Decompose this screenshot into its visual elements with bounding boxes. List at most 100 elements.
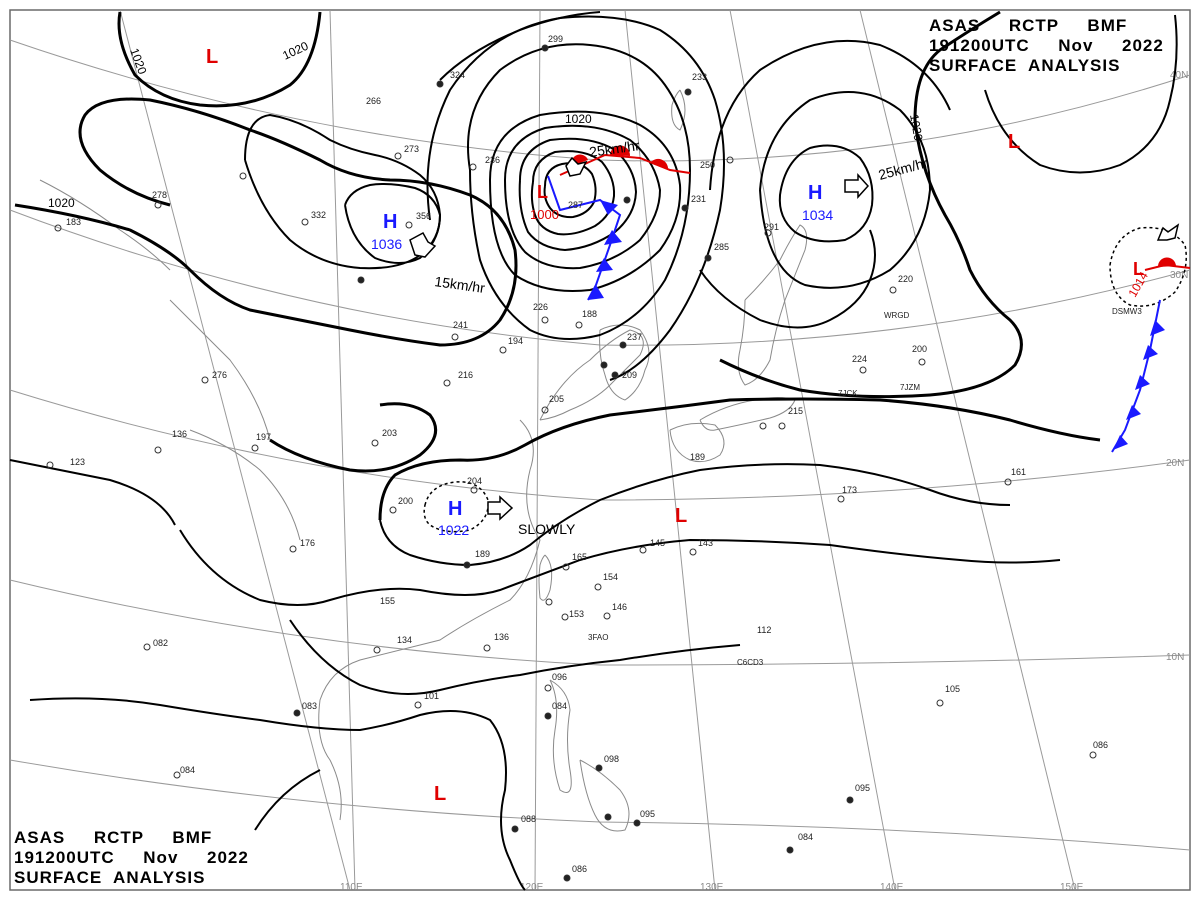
cold-front — [547, 175, 1165, 453]
station-label: 143 — [698, 538, 713, 548]
station-label: 086 — [1093, 740, 1108, 750]
station-label: 226 — [533, 302, 548, 312]
chart-header-top: ASAS RCTP BMF 191200UTC Nov 2022 SURFACE… — [929, 16, 1164, 76]
station-label: 233 — [692, 72, 707, 82]
isobars — [9, 10, 1187, 891]
station-label: 084 — [798, 832, 813, 842]
station-label: 112 — [757, 625, 771, 635]
station-label: WRGD — [884, 311, 910, 320]
station-label: 188 — [582, 309, 597, 319]
low-center-marker: L — [206, 46, 218, 68]
isobar-label: 1020 — [565, 112, 592, 126]
high-center-marker: H — [383, 211, 397, 233]
station-label: 7JCK — [838, 389, 858, 398]
station-label: 209 — [622, 370, 637, 380]
station-label: 291 — [764, 222, 779, 232]
station-label: 105 — [945, 684, 960, 694]
header-line-3: SURFACE ANALYSIS — [929, 56, 1121, 75]
station-label: 200 — [912, 344, 927, 354]
isobar-label: 1020 — [907, 113, 925, 142]
station-label: 200 — [398, 496, 413, 506]
station-label: 237 — [627, 332, 642, 342]
station-label: 205 — [549, 394, 564, 404]
lon-label-150e: 150E — [1060, 882, 1084, 893]
map-frame — [9, 9, 1191, 891]
lon-label-140e: 140E — [880, 882, 904, 893]
lat-label-40n: 40N — [1170, 70, 1188, 81]
station-label: DSMW3 — [1112, 307, 1142, 316]
svg-text:1020: 1020 — [48, 196, 75, 210]
station-label: 082 — [153, 638, 168, 648]
station-label: 224 — [852, 354, 867, 364]
low-center-marker: L — [537, 182, 548, 202]
station-label: 299 — [548, 34, 563, 44]
header-line-1: ASAS RCTP BMF — [929, 16, 1128, 35]
high-center-marker: H — [808, 182, 822, 204]
station-label: 220 — [898, 274, 913, 284]
station-label: 356 — [416, 211, 431, 221]
station-label: 204 — [467, 476, 482, 486]
lon-label-110e: 110E — [340, 882, 363, 893]
chart-header-bottom: ASAS RCTP BMF 191200UTC Nov 2022 SURFACE… — [14, 828, 249, 888]
station-label: 165 — [572, 552, 587, 562]
low-center-marker: L — [1133, 259, 1144, 279]
movement-speed-label: 15km/hr — [434, 273, 487, 296]
station-label: 123 — [70, 457, 85, 467]
station-label: 095 — [640, 809, 655, 819]
station-label: 231 — [691, 194, 706, 204]
station-label: 136 — [172, 429, 187, 439]
station-label: 176 — [300, 538, 315, 548]
station-label: 153 — [569, 609, 584, 619]
high-center-value: 1022 — [438, 522, 469, 538]
station-label: 215 — [788, 406, 803, 416]
station-label: 273 — [404, 144, 419, 154]
station-label: 183 — [66, 217, 81, 227]
station-label: 324 — [450, 70, 465, 80]
station-label: 197 — [256, 432, 271, 442]
station-label: 278 — [152, 190, 167, 200]
station-label: 216 — [458, 370, 473, 380]
lat-label-20n: 20N — [1166, 458, 1184, 469]
longitude-grid — [119, 9, 1076, 891]
station-label: 096 — [552, 672, 567, 682]
station-label: 155 — [380, 596, 395, 606]
high-center-value: 1036 — [371, 236, 402, 252]
low-center-value: 1000 — [530, 207, 559, 222]
station-label: 134 — [397, 635, 412, 645]
station-label: 189 — [690, 452, 705, 462]
header-line-1: ASAS RCTP BMF — [14, 828, 213, 847]
lon-label-130e: 130E — [700, 882, 724, 893]
station-label: 095 — [855, 783, 870, 793]
movement-arrow-icon — [487, 495, 514, 521]
station-label: 136 — [494, 632, 509, 642]
movement-arrows — [409, 156, 1180, 521]
station-label: 287 — [568, 200, 583, 210]
station-label: 266 — [366, 96, 381, 106]
high-center-value: 1034 — [802, 207, 833, 223]
low-center-marker: L — [675, 505, 687, 527]
station-label: 145 — [650, 538, 665, 548]
station-label: 241 — [453, 320, 468, 330]
lon-label-120e: 120E — [520, 882, 544, 893]
station-label: 088 — [521, 814, 536, 824]
lat-label-30n: 30N — [1170, 270, 1188, 281]
station-label: 146 — [612, 602, 627, 612]
coastlines — [39, 89, 808, 832]
header-line-3: SURFACE ANALYSIS — [14, 868, 206, 887]
station-label: 101 — [424, 691, 439, 701]
station-label: 173 — [842, 485, 857, 495]
movement-speed-label: SLOWLY — [518, 521, 576, 537]
station-label: 203 — [382, 428, 397, 438]
station-label: 285 — [714, 242, 729, 252]
warm-front — [559, 145, 1191, 271]
station-label: 236 — [485, 155, 500, 165]
station-label: 084 — [552, 701, 567, 711]
station-label: 194 — [508, 336, 523, 346]
high-center-marker: H — [448, 498, 462, 520]
station-label: 3FAO — [588, 633, 608, 642]
movement-arrow-icon — [409, 231, 437, 258]
movement-speed-label: 25km/hr — [588, 137, 641, 160]
station-label: 086 — [572, 864, 587, 874]
lat-label-10n: 10N — [1166, 652, 1184, 663]
